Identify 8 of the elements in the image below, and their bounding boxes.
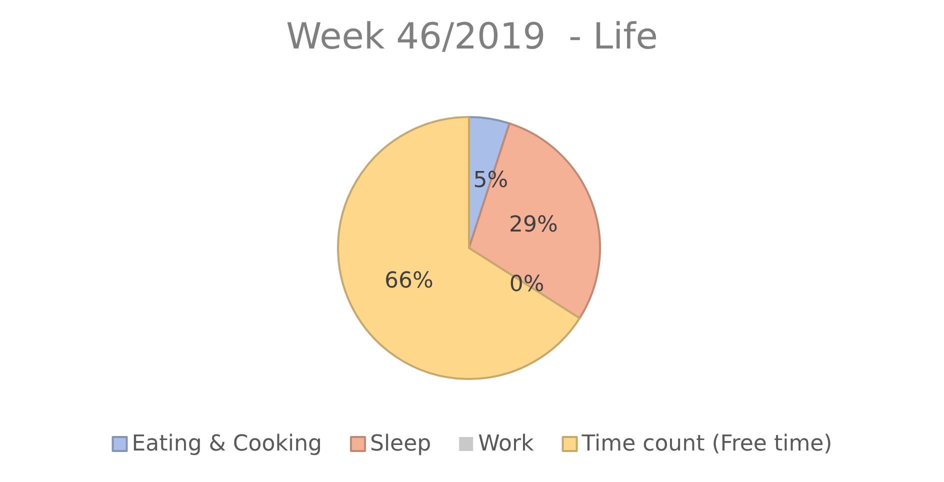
data-label: 66% bbox=[384, 268, 434, 294]
legend-label: Time count (Free time) bbox=[580, 432, 832, 456]
legend-label: Sleep bbox=[370, 432, 432, 456]
data-label: 29% bbox=[508, 212, 558, 238]
legend-label: Work bbox=[478, 432, 534, 456]
legend-label: Eating & Cooking bbox=[132, 432, 322, 456]
text: 0% bbox=[509, 272, 544, 298]
chart-title: Week 46/2019 - Life bbox=[286, 16, 658, 58]
